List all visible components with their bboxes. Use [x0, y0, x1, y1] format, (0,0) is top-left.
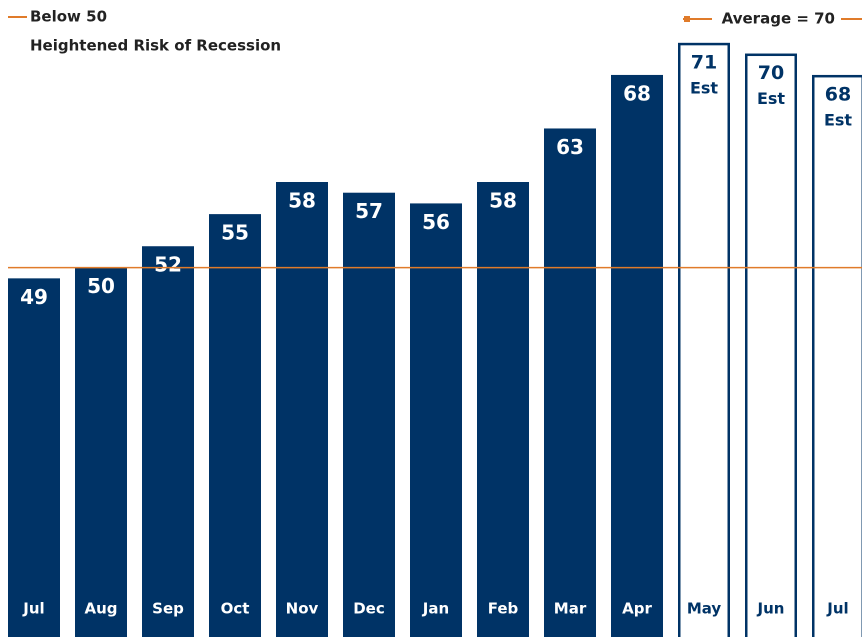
x-tick-label: Aug	[84, 600, 117, 618]
x-tick-label: Jul	[22, 600, 44, 618]
x-tick-label: Jan	[422, 600, 449, 618]
estimate-bar	[812, 74, 862, 637]
data-label: 58	[288, 189, 316, 213]
data-label: 71	[691, 51, 717, 73]
bar	[410, 203, 462, 637]
x-tick-label: Dec	[353, 600, 385, 618]
x-tick-label: Nov	[286, 600, 319, 618]
legend-marker	[684, 16, 690, 22]
data-label: 68	[825, 83, 851, 105]
bar	[611, 74, 663, 637]
x-tick-label: Mar	[554, 600, 587, 618]
x-tick-label: Feb	[488, 600, 519, 618]
chart-subtitle: Heightened Risk of Recession	[30, 37, 281, 55]
x-tick-label: Apr	[622, 600, 652, 618]
bar	[477, 182, 529, 637]
estimate-label: Est	[757, 89, 785, 108]
x-tick-label: Sep	[152, 600, 184, 618]
x-tick-label: Jul	[826, 600, 848, 618]
x-tick-label: May	[687, 600, 722, 618]
data-label: 49	[20, 285, 48, 309]
bar	[8, 278, 60, 637]
data-label: 57	[355, 199, 383, 223]
bar	[142, 246, 194, 637]
bar	[276, 182, 328, 637]
data-label: 52	[154, 253, 182, 277]
data-label: 50	[87, 274, 115, 298]
legend-label: Average = 70	[722, 10, 835, 28]
bar	[544, 128, 596, 637]
data-label: 55	[221, 221, 249, 245]
data-label: 68	[623, 81, 651, 105]
estimate-label: Est	[690, 78, 718, 97]
estimate-bar	[678, 42, 730, 637]
bar	[343, 192, 395, 637]
estimate-bar	[745, 53, 797, 637]
data-label: 58	[489, 189, 517, 213]
estimate-label: Est	[824, 110, 852, 129]
data-label: 63	[556, 135, 584, 159]
chart-title: Below 50	[30, 8, 107, 26]
bar	[209, 214, 261, 637]
x-tick-label: Jun	[757, 600, 785, 618]
data-label: 56	[422, 210, 450, 234]
data-label: 70	[758, 62, 784, 84]
bar	[75, 267, 127, 637]
x-tick-label: Oct	[221, 600, 250, 618]
